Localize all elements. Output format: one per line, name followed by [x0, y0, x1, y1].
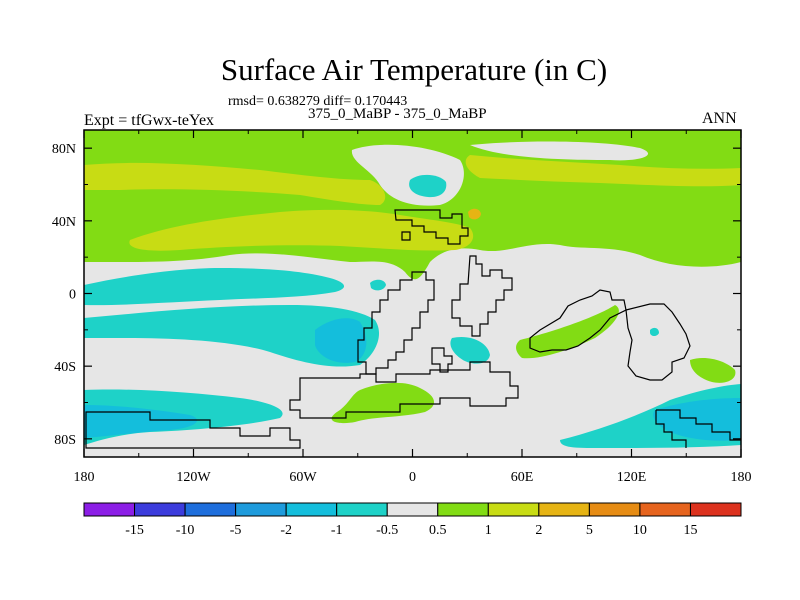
colorbar-swatch [437, 502, 489, 517]
south-pacific-cyan-dark [84, 405, 198, 438]
continent-southeast [655, 409, 741, 448]
chart-title: Surface Air Temperature (in C) [220, 52, 608, 87]
colorbar-swatch [487, 502, 540, 517]
southern-green [331, 382, 435, 424]
colorbar-level-label: 15 [683, 523, 697, 538]
colorbar-swatch [336, 502, 388, 517]
orange-spot [468, 208, 481, 220]
colorbar-level-label: 2 [535, 523, 542, 538]
south-africa-cyan [450, 336, 490, 364]
x-tick-label: 120E [617, 470, 647, 485]
colorbar-level-label: -0.5 [376, 523, 398, 538]
colorbar-level-label: -1 [331, 523, 343, 538]
colorbar-level-label: -5 [230, 523, 242, 538]
y-tick-label: 80S [54, 433, 76, 448]
colorbar-level-label: 1 [485, 523, 492, 538]
continent-south-pacific [85, 411, 301, 449]
x-tick-label: 180 [731, 470, 752, 485]
continent-north-islet [401, 231, 411, 241]
y-tick-label: 40S [54, 360, 76, 375]
indian-cyan-dot [650, 327, 659, 336]
tropical-cyan-band-2 [84, 305, 380, 367]
colorbar-swatch [588, 502, 641, 517]
continent-australia [625, 303, 691, 381]
experiment-label: Expt = tfGwx-teYex [84, 112, 215, 129]
x-tick-label: 180 [74, 470, 95, 485]
x-tick-label: 60W [289, 470, 317, 485]
case-label: 375_0_MaBP - 375_0_MaBP [308, 106, 487, 122]
continent-indian-east [529, 289, 627, 353]
y-axis: 80N 40N 0 40S 80S [52, 142, 741, 448]
y-tick-label: 0 [69, 288, 76, 303]
y-tick-label: 40N [52, 215, 76, 230]
colorbar-level-label: 0.5 [429, 523, 447, 538]
colorbar-swatch [235, 502, 287, 517]
mid-yellow-tongue [129, 209, 474, 251]
colorbar-level-label: 5 [586, 523, 593, 538]
atlantic-cyan-dot [370, 279, 386, 291]
continent-south-africa [431, 347, 453, 373]
arctic-cyan-patch [409, 174, 447, 198]
colorbar-level-label: -15 [125, 523, 144, 538]
north-yellow-band-west [84, 162, 386, 205]
continent-north [394, 209, 469, 245]
colorbar-swatch [386, 502, 439, 517]
continent-southwest [289, 361, 519, 419]
north-gray-lobe-2 [470, 141, 649, 161]
north-yellow-band-east [465, 155, 741, 187]
y-tick-label: 80N [52, 142, 76, 157]
continent-east [451, 255, 513, 337]
x-tick-label: 120W [176, 470, 211, 485]
colorbar-swatch [134, 502, 186, 517]
south-east-cyan-dark [653, 398, 741, 441]
colorbar-swatch [689, 502, 742, 517]
colorbar-level-label: -2 [280, 523, 292, 538]
colorbar-swatch [83, 502, 136, 517]
australia-green [690, 358, 736, 383]
x-tick-label: 0 [409, 470, 416, 485]
continent-central [357, 271, 435, 375]
x-axis: 180 120W 60W 0 60E 120E 180 [74, 130, 752, 485]
south-atlantic-cyan [315, 318, 367, 363]
colorbar-level-label: -10 [176, 523, 195, 538]
colorbar-level-label: 10 [633, 523, 647, 538]
indian-green [516, 305, 619, 359]
colorbar-swatch [538, 502, 590, 517]
colorbar: -15 -10 -5 -2 -1 -0.5 0.5 1 2 5 10 15 [83, 502, 742, 538]
continent-outlines [85, 209, 741, 449]
chart-subtitle-stats: rmsd= 0.638279 diff= 0.170443 [228, 94, 408, 109]
temperature-field [84, 130, 741, 457]
colorbar-swatch [285, 502, 338, 517]
colorbar-swatch [184, 502, 237, 517]
season-label: ANN [702, 110, 737, 127]
colorbar-swatch [639, 502, 691, 517]
x-tick-label: 60E [511, 470, 534, 485]
tropical-cyan-band [84, 268, 345, 306]
